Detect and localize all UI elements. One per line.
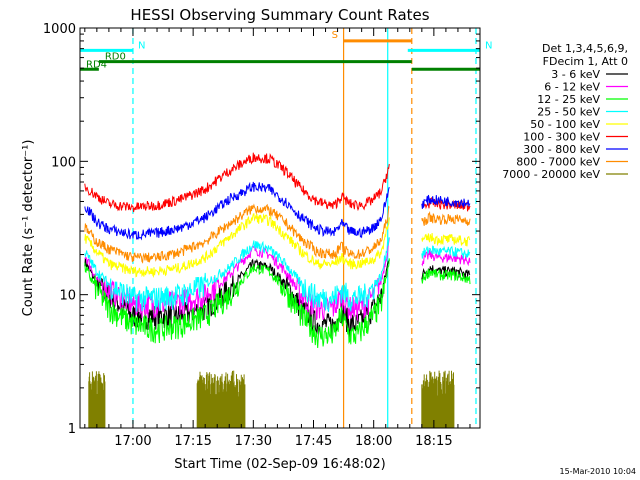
series-burst [196, 370, 246, 428]
series-line [84, 203, 390, 264]
footer-date: 15-Mar-2010 10:04 [560, 467, 637, 476]
axis-ticks: 1 10 100 1000 17:00 17:15 17:30 17:45 18:00 18:15 [43, 22, 480, 449]
legend-entry-label: 7000 - 20000 keV [502, 168, 600, 181]
state-label: RD0 [105, 52, 126, 63]
state-label: N [138, 40, 145, 51]
data-series [84, 152, 471, 428]
y-tick-label: 1000 [43, 22, 76, 37]
x-tick-label: 17:00 [114, 434, 151, 449]
legend-entry-label: 800 - 7000 keV [516, 156, 600, 169]
series-line [84, 152, 390, 213]
legend-entry-label: 3 - 6 keV [551, 68, 600, 81]
legend-entry-label: 6 - 12 keV [544, 81, 600, 94]
legend-header: Det 1,3,4,5,6,9, [542, 42, 628, 55]
series-line [421, 249, 471, 267]
x-tick-label: 17:45 [295, 434, 332, 449]
legend-entry-label: 25 - 50 keV [537, 106, 600, 119]
state-label: S [332, 30, 338, 41]
series-line [84, 237, 390, 313]
x-tick-label: 18:00 [355, 434, 392, 449]
y-tick-label: 100 [51, 155, 76, 170]
series-line [84, 181, 390, 241]
plot-frame [79, 27, 481, 429]
series-line [421, 245, 471, 259]
y-tick-label: 1 [68, 422, 76, 437]
series-line [84, 213, 390, 278]
series-burst [88, 371, 106, 428]
x-tick-label: 18:15 [415, 434, 452, 449]
series-line [84, 237, 390, 321]
series-line [84, 258, 390, 349]
series-line [421, 194, 471, 209]
series-line [421, 211, 471, 226]
state-label: RD4 [86, 59, 107, 70]
legend-entry-label: 100 - 300 keV [523, 131, 600, 144]
vertical-markers [132, 28, 477, 428]
series-line [421, 232, 471, 247]
legend-entry-label: 12 - 25 keV [537, 93, 600, 106]
x-tick-label: 17:15 [174, 434, 211, 449]
series-burst [421, 370, 455, 428]
x-axis-label: Start Time (02-Sep-09 16:48:02) [174, 457, 385, 472]
x-tick-label: 17:30 [235, 434, 272, 449]
y-tick-label: 10 [59, 289, 76, 304]
y-axis-label: Count Rate (s⁻¹ detector⁻¹) [21, 140, 36, 317]
state-label: N [485, 40, 492, 51]
legend-entry-label: 300 - 800 keV [523, 143, 600, 156]
legend: Det 1,3,4,5,6,9,FDecim 1, Att 03 - 6 keV… [502, 42, 628, 181]
chart-title: HESSI Observing Summary Count Rates [130, 6, 429, 24]
legend-header: FDecim 1, Att 0 [543, 55, 628, 68]
series-line [421, 268, 471, 285]
legend-entry-label: 50 - 100 keV [530, 118, 600, 131]
series-line [421, 265, 471, 280]
